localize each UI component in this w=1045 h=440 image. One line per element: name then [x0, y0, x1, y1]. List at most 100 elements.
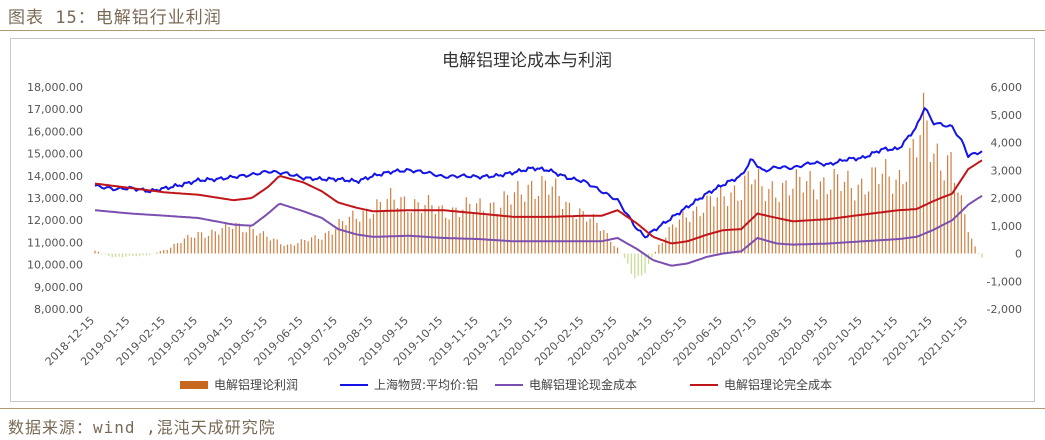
y-right-tick-label: 4,000	[991, 137, 1023, 150]
profit-bar	[706, 195, 708, 254]
profit-bar	[324, 232, 326, 254]
profit-bar	[407, 212, 409, 254]
profit-bar	[929, 162, 932, 254]
profit-bar	[898, 169, 901, 254]
profit-bar	[716, 197, 718, 254]
profit-bar	[286, 244, 289, 254]
y-left-tick-label: 12,000.00	[27, 214, 83, 227]
profit-bar	[465, 197, 467, 254]
legend-profit-label: 电解铝理论利润	[214, 377, 298, 392]
profit-bar	[737, 200, 739, 254]
profit-bar	[709, 196, 711, 254]
profit-bar	[231, 229, 234, 254]
profit-bar	[778, 202, 780, 254]
profit-bar	[541, 176, 543, 254]
profit-bar	[290, 244, 292, 254]
profit-bar	[785, 180, 787, 254]
profit-bar	[503, 191, 505, 254]
profit-bar	[613, 245, 615, 254]
profit-bar	[812, 189, 815, 254]
legend-price-label: 上海物贸:平均价:铝	[374, 377, 478, 392]
profit-bar	[259, 233, 261, 254]
profit-bar	[637, 253, 639, 276]
profit-bar	[139, 253, 141, 256]
profit-bar	[720, 185, 722, 254]
profit-bar	[902, 184, 904, 254]
profit-bar	[441, 205, 443, 254]
profit-bar	[273, 238, 275, 254]
profit-bar	[909, 148, 911, 254]
profit-bar	[520, 194, 522, 254]
profit-bar	[493, 202, 495, 254]
y-right-tick-label: 6,000	[991, 81, 1023, 94]
profit-bar	[699, 216, 701, 254]
profit-bar	[795, 169, 797, 254]
profit-bar	[878, 183, 880, 254]
profit-bar	[180, 243, 182, 254]
profit-bar	[163, 250, 165, 254]
profit-bar	[589, 218, 591, 254]
profit-bar	[338, 218, 340, 254]
profit-bar	[740, 199, 742, 254]
profit-bar	[448, 219, 450, 254]
profit-bar	[919, 135, 921, 254]
profit-bar	[575, 219, 577, 254]
profit-bar	[352, 210, 354, 254]
profit-bar	[826, 194, 828, 254]
profit-bar	[328, 230, 330, 254]
profit-bar	[366, 208, 368, 254]
profit-bar	[414, 199, 416, 254]
profit-bar	[713, 206, 715, 254]
profit-bar	[479, 198, 481, 254]
profit-bar	[558, 195, 560, 254]
profit-bar	[634, 253, 636, 279]
profit-bar	[170, 247, 172, 254]
profit-bar	[551, 186, 553, 254]
profit-bar	[802, 192, 804, 254]
y-left-tick-label: 13,000.00	[27, 192, 83, 205]
profit-bar	[922, 92, 925, 254]
profit-bar	[434, 214, 436, 254]
profit-bar	[427, 194, 430, 254]
profit-bar	[159, 251, 161, 254]
profit-bar	[393, 199, 395, 254]
legend-cash-cost-label: 电解铝理论现金成本	[529, 377, 637, 392]
profit-bar	[156, 252, 158, 254]
profit-bar	[200, 232, 203, 254]
profit-bar	[527, 184, 529, 254]
profit-bar	[675, 227, 677, 254]
profit-bar	[981, 253, 983, 258]
profit-bar	[335, 229, 337, 254]
profit-bar	[757, 168, 760, 254]
profit-bar	[300, 239, 302, 254]
profit-bar	[496, 213, 498, 254]
profit-bar	[283, 245, 285, 254]
profit-bar	[249, 226, 251, 254]
profit-bar	[424, 204, 426, 254]
profit-bar	[892, 193, 894, 254]
profit-bar	[204, 237, 206, 254]
profit-bar	[115, 253, 117, 258]
y-right-tick-label: -1,000	[987, 275, 1022, 288]
profit-bar	[764, 201, 767, 254]
figure-source: 数据来源：wind ,混沌天成研究院	[8, 418, 276, 437]
profit-bar	[417, 202, 419, 254]
profit-bar	[819, 181, 822, 254]
profit-bar	[500, 207, 502, 254]
profit-bar	[383, 210, 385, 254]
profit-bar	[372, 213, 375, 254]
profit-bar	[489, 203, 491, 254]
profit-bar	[176, 243, 179, 254]
profit-bar	[211, 229, 213, 254]
profit-bar	[252, 229, 254, 254]
profit-bar	[658, 244, 660, 254]
profit-bar	[269, 240, 271, 254]
profit-bar	[788, 195, 791, 254]
profit-bar	[400, 197, 402, 254]
profit-bar	[486, 215, 488, 254]
profit-bar	[173, 243, 175, 254]
profit-bar	[775, 197, 777, 254]
profit-bar	[262, 231, 265, 254]
profit-bar	[665, 237, 667, 254]
y-right-tick-label: 1,000	[991, 220, 1023, 233]
